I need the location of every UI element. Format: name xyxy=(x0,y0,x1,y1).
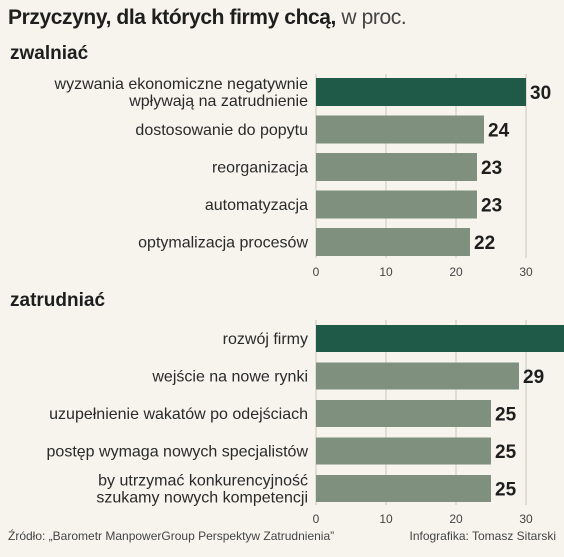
category-label-zatrudniac-1: wejście na nowe rynki xyxy=(151,369,308,386)
bar-zatrudniac-2 xyxy=(316,400,491,427)
category-label-zwalniac-4: optymalizacja procesów xyxy=(138,235,308,252)
category-label-zatrudniac-3: postęp wymaga nowych specjalistów xyxy=(47,444,309,461)
category-label-zwalniac-1: dostosowanie do popytu xyxy=(135,122,308,139)
value-label-zwalniac-3: 23 xyxy=(481,196,502,217)
value-label-zatrudniac-2: 25 xyxy=(495,405,517,426)
category-label-zwalniac-0: wyzwania ekonomiczne negatywnie wpływają … xyxy=(54,76,309,110)
bar-zatrudniac-0 xyxy=(316,325,564,352)
source-note: Źródło: „Barometr ManpowerGroup Perspekt… xyxy=(8,528,334,543)
value-label-zwalniac-0: 30 xyxy=(530,83,551,104)
chart-title-main: Przyczyny, dla których firmy chcą, xyxy=(8,6,336,29)
tick-label-zatrudniac-10: 10 xyxy=(379,512,393,526)
category-label-zwalniac-2: reorganizacja xyxy=(212,160,308,177)
tick-label-zwalniac-0: 0 xyxy=(313,265,320,279)
bar-zwalniac-4 xyxy=(316,228,470,256)
value-label-zatrudniac-4: 25 xyxy=(495,480,517,501)
value-label-zwalniac-1: 24 xyxy=(488,121,510,142)
bar-zatrudniac-1 xyxy=(316,362,519,390)
section-title-zatrudniac: zatrudniać xyxy=(10,290,105,311)
tick-label-zwalniac-10: 10 xyxy=(379,265,393,279)
category-label-zatrudniac-0: rozwój firmy xyxy=(223,331,308,348)
category-label-zatrudniac-4: by utrzymać konkurencyjność szukamy nowyc… xyxy=(96,473,308,507)
chart-title-unit: w proc. xyxy=(336,6,407,29)
value-label-zwalniac-2: 23 xyxy=(481,158,502,179)
tick-label-zatrudniac-0: 0 xyxy=(313,512,320,526)
bar-zwalniac-0 xyxy=(316,78,526,106)
bar-zwalniac-1 xyxy=(316,115,484,144)
category-label-zatrudniac-2: uzupełnienie wakatów po odejściach xyxy=(49,406,308,423)
bar-zwalniac-3 xyxy=(316,190,477,219)
tick-label-zwalniac-20: 20 xyxy=(449,265,463,279)
section-title-zwalniac: zwalniać xyxy=(10,43,89,64)
category-label-zwalniac-3: automatyzacja xyxy=(205,197,308,214)
tick-label-zatrudniac-30: 30 xyxy=(519,512,533,526)
tick-label-zatrudniac-20: 20 xyxy=(449,512,463,526)
chart-title: Przyczyny, dla których firmy chcą, w pro… xyxy=(8,6,407,30)
bar-zwalniac-2 xyxy=(316,153,477,181)
value-label-zatrudniac-3: 25 xyxy=(495,442,517,463)
value-label-zatrudniac-1: 29 xyxy=(523,367,544,388)
value-label-zwalniac-4: 22 xyxy=(474,233,495,254)
bar-zatrudniac-3 xyxy=(316,437,491,465)
credit-note: Infografika: Tomasz Sitarski xyxy=(409,529,556,543)
tick-label-zwalniac-30: 30 xyxy=(519,265,533,279)
bar-zatrudniac-4 xyxy=(316,475,491,502)
